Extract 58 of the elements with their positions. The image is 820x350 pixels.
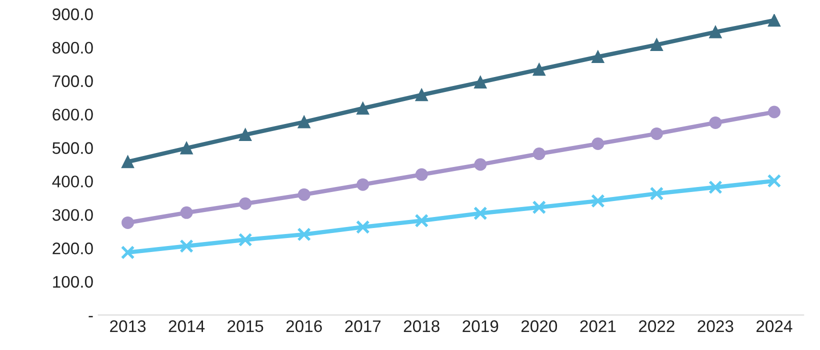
point — [298, 116, 310, 128]
x-tick-label: 2015 — [228, 320, 264, 332]
x-tick-label: 2021 — [580, 320, 616, 332]
x-tick-label: 2022 — [638, 320, 674, 332]
point — [298, 188, 310, 201]
point — [180, 239, 194, 254]
point — [650, 186, 664, 201]
point — [768, 14, 780, 27]
y-tick-label: 900.0 — [52, 8, 93, 20]
y-tick-label: - — [88, 316, 93, 318]
x-tick-label: 2024 — [756, 320, 792, 332]
point — [356, 178, 370, 191]
point — [767, 174, 782, 188]
point — [532, 63, 546, 76]
x-tick-label: 2013 — [110, 320, 146, 332]
point — [297, 227, 312, 242]
point — [120, 246, 135, 260]
x-tick-label: 2016 — [286, 320, 322, 332]
point — [356, 220, 370, 234]
y-tick-label: 400.0 — [52, 176, 93, 188]
point — [709, 26, 722, 38]
point — [650, 38, 663, 52]
x-tick-label: 2019 — [462, 320, 498, 332]
point — [473, 206, 488, 220]
point — [122, 216, 134, 229]
point — [474, 158, 487, 171]
point — [180, 142, 193, 154]
point — [768, 106, 780, 118]
y-tick-label: 700.0 — [52, 75, 93, 88]
point — [122, 156, 134, 168]
point — [592, 138, 604, 150]
point — [239, 128, 252, 141]
y-tick-label: 100.0 — [53, 276, 93, 288]
x-tick-label: 2020 — [521, 320, 558, 332]
x-tick-label: 2017 — [345, 320, 381, 332]
point — [709, 116, 722, 129]
point — [414, 214, 429, 228]
point — [650, 127, 663, 140]
y-tick-label: 600.0 — [52, 108, 93, 121]
point — [474, 76, 487, 88]
point — [415, 88, 428, 102]
point — [532, 200, 546, 214]
y-tick-label: 200.0 — [52, 242, 93, 254]
point — [238, 232, 252, 247]
point — [532, 148, 546, 160]
point — [708, 180, 722, 194]
point — [590, 194, 605, 208]
x-tick-label: 2018 — [404, 320, 440, 332]
y-tick-label: 500.0 — [52, 142, 93, 154]
point — [356, 102, 370, 115]
x-tick-label: 2014 — [168, 320, 205, 332]
x-tick-label: 2023 — [698, 320, 734, 332]
point — [592, 50, 604, 64]
point — [415, 168, 428, 181]
y-tick-label: 300.0 — [52, 209, 93, 221]
point — [239, 197, 252, 210]
point — [180, 206, 193, 219]
y-tick-label: 800.0 — [52, 42, 93, 54]
